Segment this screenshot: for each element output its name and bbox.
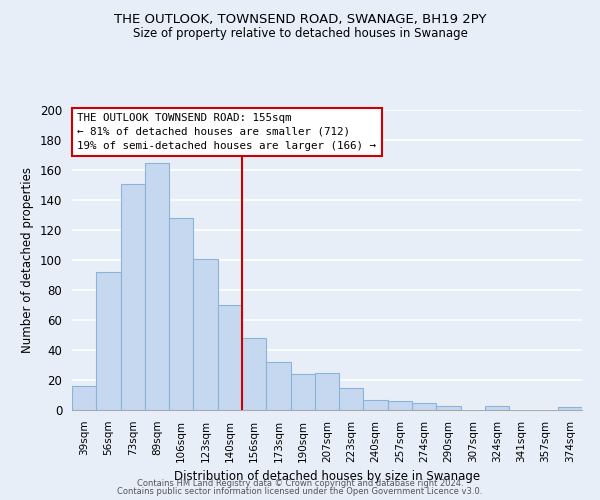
Bar (169, 218, 193, 410)
Bar (145, 162, 169, 410)
Text: Contains HM Land Registry data © Crown copyright and database right 2024.: Contains HM Land Registry data © Crown c… (137, 478, 463, 488)
Bar (364, 400, 388, 410)
Bar (558, 407, 582, 410)
Bar (96, 272, 121, 410)
Y-axis label: Number of detached properties: Number of detached properties (22, 167, 34, 353)
Bar (485, 406, 509, 410)
Bar (266, 362, 290, 410)
Bar (242, 338, 266, 410)
Bar (436, 406, 461, 410)
Text: Size of property relative to detached houses in Swanage: Size of property relative to detached ho… (133, 28, 467, 40)
Text: Contains public sector information licensed under the Open Government Licence v3: Contains public sector information licen… (118, 487, 482, 496)
Bar (121, 184, 145, 410)
X-axis label: Distribution of detached houses by size in Swanage: Distribution of detached houses by size … (174, 470, 480, 483)
Bar (193, 258, 218, 410)
Text: THE OUTLOOK, TOWNSEND ROAD, SWANAGE, BH19 2PY: THE OUTLOOK, TOWNSEND ROAD, SWANAGE, BH1… (114, 12, 486, 26)
Bar (412, 402, 436, 410)
Bar (218, 305, 242, 410)
Text: THE OUTLOOK TOWNSEND ROAD: 155sqm
← 81% of detached houses are smaller (712)
19%: THE OUTLOOK TOWNSEND ROAD: 155sqm ← 81% … (77, 113, 376, 151)
Bar (315, 372, 339, 410)
Bar (339, 388, 364, 410)
Bar (290, 374, 315, 410)
Bar (388, 401, 412, 410)
Bar (72, 386, 96, 410)
